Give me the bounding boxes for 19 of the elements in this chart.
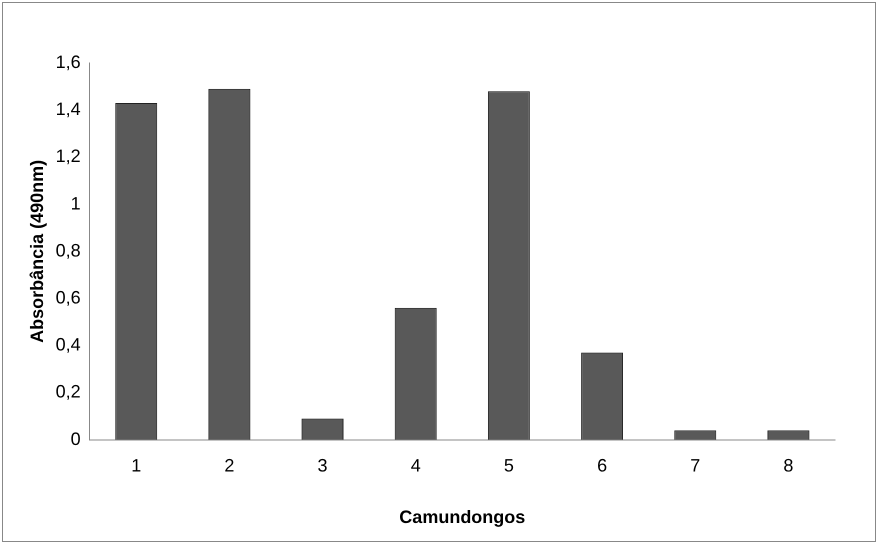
y-tick-label: 0,2 <box>56 382 81 402</box>
y-tick-label: 1,4 <box>56 99 81 120</box>
x-tick-label: 1 <box>131 456 142 476</box>
x-tick-label: 2 <box>224 456 234 476</box>
x-tick-label: 4 <box>410 456 421 476</box>
x-tick-label: 5 <box>504 456 514 476</box>
y-tick-label: 1,2 <box>56 146 81 166</box>
x-tick-label: 3 <box>318 456 328 476</box>
y-tick-label: 1,6 <box>56 52 81 72</box>
y-axis-title: Absorbância (490nm) <box>26 160 47 343</box>
x-tick-label: 8 <box>783 456 794 476</box>
x-axis-title: Camundongos <box>399 507 526 528</box>
x-tick-label: 6 <box>597 456 608 476</box>
y-tick-label: 0,4 <box>56 334 81 355</box>
y-tick-label: 0 <box>70 428 81 449</box>
y-tick-label: 0,8 <box>56 240 81 260</box>
x-tick-label: 7 <box>690 456 700 476</box>
y-tick-label: 1 <box>70 193 81 214</box>
y-tick-label: 0,6 <box>56 287 81 308</box>
